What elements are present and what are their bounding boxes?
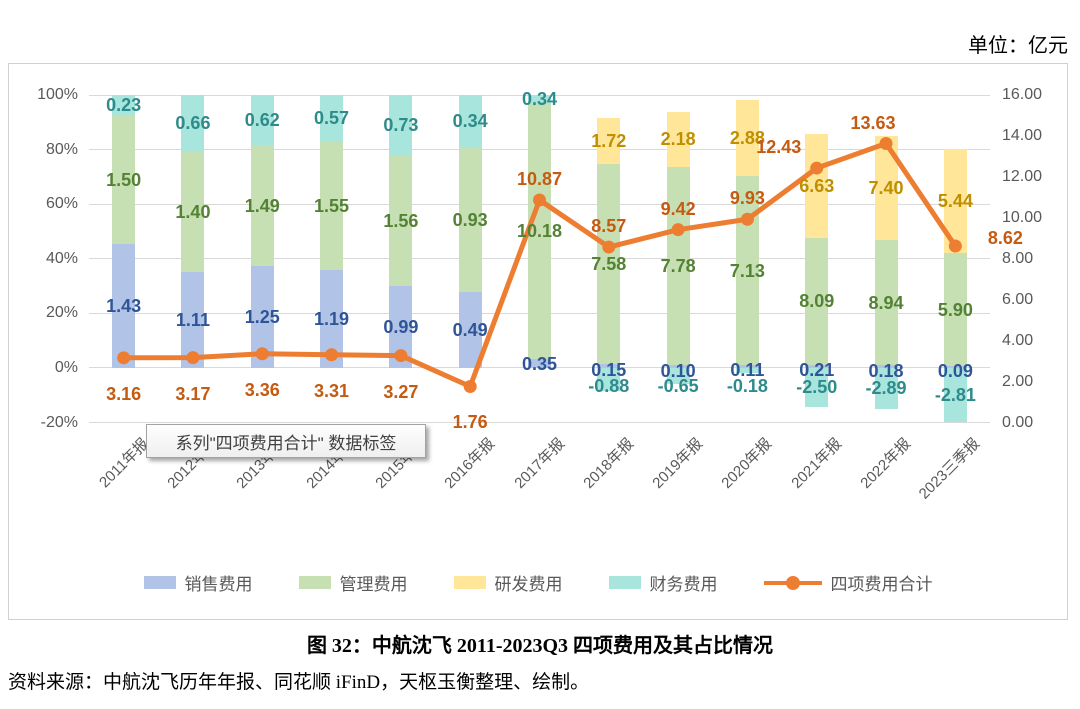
legend-item[interactable]: 研发费用 (453, 570, 563, 595)
y-axis-tick-right: 4.00 (1002, 331, 1034, 349)
legend-label: 管理费用 (339, 575, 408, 594)
y-axis-tick-left: 100% (37, 86, 78, 103)
data-label[interactable]: 0.09 (937, 361, 973, 382)
y-axis-tick-right: 2.00 (1002, 372, 1034, 390)
data-label[interactable]: 1.50 (106, 169, 142, 190)
total-data-label[interactable]: 8.62 (987, 228, 1023, 249)
data-label[interactable]: 0.49 (452, 319, 488, 340)
y-axis-tick-right: 16.00 (1002, 86, 1043, 103)
total-line-marker[interactable] (463, 379, 477, 393)
legend-label: 研发费用 (494, 575, 563, 594)
data-label[interactable]: 7.13 (729, 260, 765, 281)
unit-label: 单位：亿元 (968, 35, 1068, 57)
bar-segment[interactable] (250, 95, 274, 146)
figure-caption: 图 32：中航沈飞 2011-2023Q3 四项费用及其占比情况 (306, 635, 774, 657)
data-label-tooltip: 系列"四项费用合计" 数据标签 (146, 424, 426, 458)
y-axis-tick-right: 10.00 (1002, 208, 1043, 226)
bar-segment[interactable] (181, 95, 205, 152)
legend-item[interactable]: 管理费用 (298, 570, 408, 595)
data-label[interactable]: -2.81 (934, 384, 976, 405)
legend-swatch (608, 576, 641, 589)
legend-item[interactable]: 四项费用合计 (763, 570, 933, 595)
bar-segment[interactable] (528, 95, 551, 104)
y-axis-tick-right: 14.00 (1002, 126, 1043, 144)
y-axis-tick-left: -20% (40, 413, 78, 431)
data-label[interactable]: 0.23 (106, 94, 142, 115)
data-label[interactable]: 0.57 (314, 108, 350, 129)
data-label[interactable]: 0.34 (521, 89, 558, 110)
total-data-label[interactable]: 12.43 (756, 137, 802, 158)
y-axis-tick-right: 8.00 (1002, 249, 1034, 267)
data-label[interactable]: 0.66 (175, 113, 211, 134)
y-axis-tick-left: 20% (45, 304, 78, 322)
legend-swatch (453, 576, 486, 589)
data-label[interactable]: 5.44 (937, 190, 973, 211)
legend-line-marker (785, 575, 800, 590)
y-axis-tick-left: 0% (54, 358, 78, 376)
data-label[interactable]: 0.62 (244, 110, 280, 131)
y-axis-tick-right: 0.00 (1002, 413, 1034, 431)
y-axis-tick-right: 12.00 (1002, 167, 1043, 185)
total-data-label[interactable]: 13.63 (850, 112, 896, 133)
source-note: 资料来源：中航沈飞历年年报、同花顺 iFinD，天枢玉衡整理、绘制。 (8, 672, 590, 693)
total-data-label[interactable]: 1.76 (452, 412, 488, 433)
legend-swatch (143, 576, 176, 589)
total-data-label[interactable]: 9.93 (729, 188, 765, 209)
total-data-label[interactable]: 8.57 (591, 216, 627, 237)
y-axis-tick-right: 6.00 (1002, 290, 1034, 308)
bar-segment[interactable] (320, 95, 344, 142)
legend: 销售费用 管理费用 研发费用 财务费用 四项费用合计 (9, 570, 1067, 595)
total-data-label[interactable]: 3.27 (383, 381, 419, 402)
bar-segment[interactable] (112, 95, 136, 115)
data-label[interactable]: 0.73 (383, 115, 419, 136)
bar-segment[interactable] (458, 95, 482, 148)
legend-item[interactable]: 财务费用 (608, 570, 718, 595)
tooltip-text: 系列"四项费用合计" 数据标签 (175, 433, 397, 453)
total-data-label[interactable]: 10.87 (516, 169, 563, 189)
legend-label: 销售费用 (184, 575, 253, 594)
data-label[interactable]: 5.90 (937, 299, 973, 320)
legend-item[interactable]: 销售费用 (143, 570, 253, 595)
legend-line-sample (763, 575, 822, 590)
legend-swatch (298, 576, 331, 589)
chart-frame[interactable]: 系列"四项费用合计" 数据标签 销售费用 管理费用 研发费用 财务费用 四项费用合计 1… (8, 63, 1068, 620)
legend-label: 财务费用 (649, 575, 718, 594)
y-axis-tick-left: 40% (45, 249, 78, 267)
y-axis-tick-left: 60% (45, 195, 78, 213)
gridline (89, 422, 990, 423)
legend-label: 四项费用合计 (830, 575, 933, 594)
bar-segment[interactable] (389, 95, 413, 156)
data-label[interactable]: 0.34 (452, 111, 488, 132)
y-axis-tick-left: 80% (45, 140, 78, 158)
